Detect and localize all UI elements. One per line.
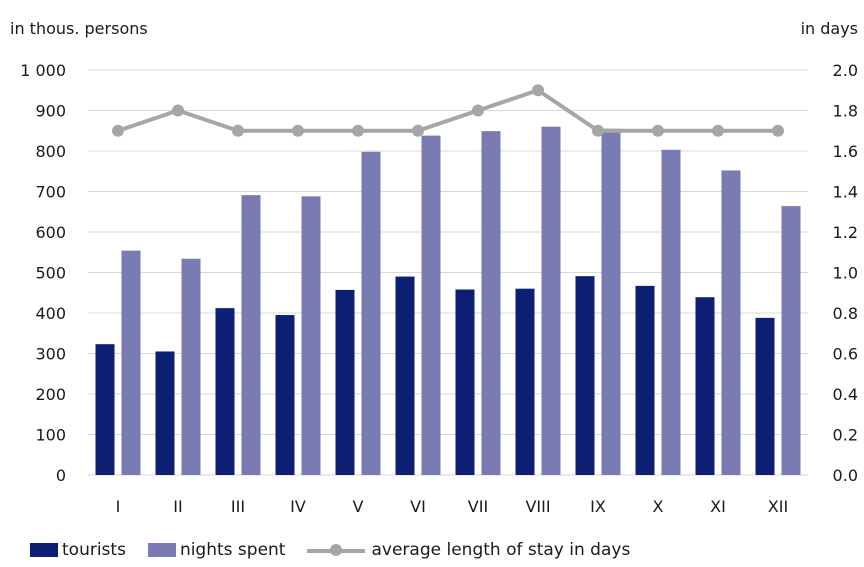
avg-stay-point [592,124,604,137]
right-tick-label: 0.8 [833,304,858,323]
avg-stay-point [292,124,304,137]
x-tick-label: X [653,497,664,516]
x-tick-label: IX [590,497,606,516]
bar-tourists [755,317,775,475]
bar-tourists [515,288,535,475]
bar-tourists [575,276,595,475]
left-tick-label: 600 [35,223,66,242]
bar-tourists [155,351,175,475]
x-tick-label: XII [768,497,788,516]
left-tick-label: 900 [35,102,66,121]
bar-nights-spent [361,151,381,475]
avg-stay-point [112,124,124,137]
avg-stay-point [712,124,724,137]
left-tick-label: 0 [56,466,66,485]
left-tick-label: 700 [35,183,66,202]
right-tick-label: 2.0 [833,61,858,80]
avg-stay-point [352,124,364,137]
right-tick-label: 1.8 [833,102,858,121]
bar-tourists [395,276,415,475]
legend: tourists nights spent average length of … [30,540,652,560]
x-tick-label: XI [710,497,726,516]
bar-tourists [95,344,115,475]
x-tick-labels: I II III IV V VI VII VIII IX X XI XII [116,497,789,516]
avg-stay-point [532,84,544,97]
avg-stay-point [472,104,484,117]
right-tick-label: 0.6 [833,345,858,364]
bar-nights-spent [181,258,201,475]
legend-label-avg: average length of stay in days [371,540,631,560]
right-tick-label: 0.0 [833,466,858,485]
legend-swatch-nights [147,543,176,557]
right-tick-labels: 0.0 0.2 0.4 0.6 0.8 1.0 1.2 1.4 1.6 1.8 2.0 [833,61,858,485]
legend-swatch-avg [307,543,366,557]
bar-tourists [455,289,475,475]
bar-tourists [275,315,295,475]
legend-item-nights: nights spent [147,540,286,560]
right-tick-label: 1.6 [833,142,858,161]
bar-tourists [695,297,715,475]
legend-item-tourists: tourists [30,540,126,560]
left-tick-label: 300 [35,345,66,364]
left-tick-label: 1 000 [20,61,66,80]
avg-stay-point [232,124,244,137]
right-tick-label: 0.2 [833,426,858,445]
x-tick-label: I [116,497,121,516]
bar-tourists [635,285,655,475]
x-tick-label: II [173,497,182,516]
left-axis-label: in thous. persons [10,19,148,38]
x-tick-label: VI [410,497,426,516]
bar-nights-spent [661,149,681,475]
left-tick-label: 400 [35,304,66,323]
left-tick-label: 100 [35,426,66,445]
avg-stay-line [112,84,784,137]
bar-nights-spent [301,196,321,476]
right-tick-label: 1.2 [833,223,858,242]
x-tick-label: III [231,497,245,516]
bar-nights-spent [541,126,561,475]
avg-stay-point [772,124,784,137]
legend-item-avg: average length of stay in days [307,540,630,560]
bar-nights-spent [421,135,441,476]
right-tick-label: 1.4 [833,183,858,202]
avg-stay-point [172,104,184,117]
x-tick-label: VIII [525,497,550,516]
gridlines [88,69,808,476]
left-tick-label: 200 [35,385,66,404]
bar-tourists [215,308,235,475]
x-tick-label: IV [290,497,306,516]
bar-nights-spent [121,250,141,475]
right-tick-label: 0.4 [833,385,858,404]
x-tick-label: VII [468,497,488,516]
left-tick-labels: 0 100 200 300 400 500 600 700 800 900 1 000 [20,61,66,485]
x-tick-label: V [353,497,364,516]
avg-stay-point [412,124,424,137]
legend-label-nights: nights spent [179,540,286,560]
bar-nights-spent [601,128,621,475]
left-tick-label: 500 [35,264,66,283]
bars [95,126,801,476]
right-tick-label: 1.0 [833,264,858,283]
bar-nights-spent [481,131,501,475]
avg-stay-point [652,124,664,137]
bar-tourists [335,289,355,475]
bar-nights-spent [781,206,801,475]
left-tick-label: 800 [35,142,66,161]
bar-nights-spent [721,170,741,475]
legend-label-tourists: tourists [62,540,126,560]
bar-nights-spent [241,195,261,475]
avg-stay-line-path [117,88,778,133]
legend-swatch-tourists [30,543,58,557]
right-axis-label: in days [801,19,858,38]
